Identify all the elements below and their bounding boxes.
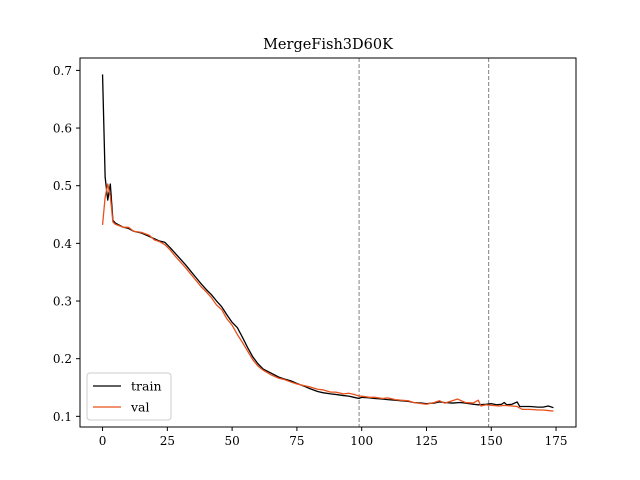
y-axis-ticks: 0.1 0.2 0.3 0.4 0.5 0.6 0.7	[53, 64, 80, 424]
plot-frame	[79, 57, 577, 428]
plot-area	[80, 58, 576, 427]
x-tick-label-7: 175	[545, 434, 568, 448]
chart-title: MergeFish3D60K	[263, 37, 394, 53]
y-tick-label-1: 0.2	[53, 352, 72, 366]
x-axis-ticks: 0 25 50 75 100 125 150 175	[99, 427, 568, 448]
y-tick-label-5: 0.6	[53, 122, 72, 136]
series-line-val	[101, 183, 554, 412]
legend-box	[86, 372, 172, 421]
x-tick-label-0: 0	[99, 434, 107, 448]
x-tick-label-6: 150	[480, 434, 503, 448]
legend: train val	[86, 372, 172, 421]
legend-label-train: train	[131, 379, 162, 394]
x-tick-label-2: 50	[224, 434, 239, 448]
y-tick-label-6: 0.7	[53, 64, 72, 78]
y-tick-label-4: 0.5	[53, 179, 72, 193]
x-tick-label-4: 100	[350, 434, 373, 448]
x-tick-label-5: 125	[415, 434, 438, 448]
y-tick-label-3: 0.4	[53, 237, 72, 251]
x-tick-label-1: 25	[160, 434, 175, 448]
vertical-reference-lines	[358, 58, 490, 427]
series-lines	[101, 74, 554, 412]
y-tick-label-2: 0.3	[53, 295, 72, 309]
legend-label-val: val	[130, 400, 150, 415]
series-line-train	[101, 74, 554, 409]
x-tick-label-3: 75	[289, 434, 304, 448]
y-tick-label-0: 0.1	[53, 410, 72, 424]
